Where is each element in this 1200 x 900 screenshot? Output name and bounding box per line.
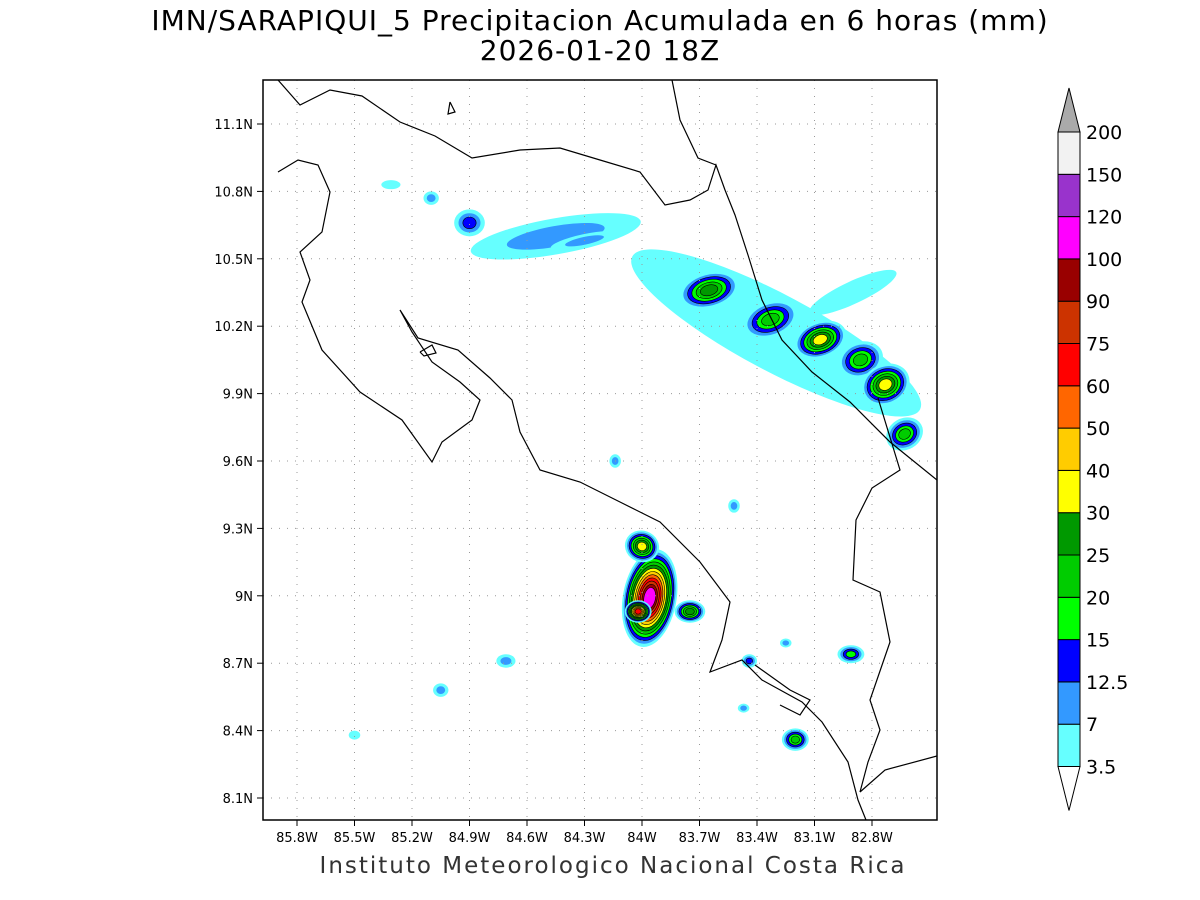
colorbar-min-arrow (1057, 766, 1081, 811)
colorbar-label-10: 75 (1086, 334, 1110, 356)
precip-cell-18-level-1 (436, 686, 446, 695)
lon-tick-label-1: 85.5W (334, 831, 376, 846)
coastline-3 (852, 397, 901, 793)
lon-tick-label-4: 84.6W (506, 831, 548, 846)
lat-tick-label-5: 9.6N (223, 455, 253, 470)
credit-text: Instituto Meteorologico Nacional Costa R… (319, 853, 907, 879)
precip-cell-6-level-6 (812, 334, 828, 346)
lat-tick-label-1: 10.8N (214, 185, 253, 200)
precip-cell-2-level-2 (462, 216, 477, 229)
coastline-4 (859, 755, 937, 793)
colorbar-box-8 (1057, 385, 1081, 429)
colorbar-label-2: 12.5 (1086, 672, 1128, 694)
lat-tick-label-10: 8.1N (223, 792, 253, 807)
colorbar-label-0: 3.5 (1086, 757, 1116, 779)
colorbar-label-12: 100 (1086, 249, 1122, 271)
colorbar-box-2 (1057, 639, 1081, 683)
lon-tick-label-6: 84W (627, 831, 657, 846)
plot-frame (262, 79, 938, 821)
precip-cell-21-level-0 (381, 180, 401, 190)
lon-tick-label-8: 83.4W (736, 831, 778, 846)
precip-cell-7-level-4 (853, 353, 868, 367)
colorbar-label-6: 30 (1086, 503, 1110, 525)
colorbar-label-11: 90 (1086, 291, 1110, 313)
coastline-2 (277, 159, 867, 820)
precip-cell-8-level-6 (878, 378, 893, 391)
lat-tick-label-3: 10.2N (214, 320, 253, 335)
lat-tick-label-2: 10.5N (214, 253, 253, 268)
colorbar-label-1: 7 (1086, 714, 1098, 736)
colorbar-label-8: 50 (1086, 418, 1110, 440)
colorbar-box-10 (1057, 300, 1081, 345)
lon-tick-label-2: 85.2W (391, 831, 433, 846)
colorbar-box-13 (1057, 173, 1081, 218)
precip-cell-22-level-1 (426, 194, 436, 203)
coastline-7 (754, 664, 811, 716)
plot-area (263, 80, 937, 820)
coastline-6 (447, 101, 456, 115)
colorbar-label-3: 15 (1086, 630, 1110, 652)
colorbar-label-4: 20 (1086, 587, 1110, 609)
map-subtitle: 2026-01-20 18Z (479, 34, 721, 67)
colorbar-box-5 (1057, 512, 1081, 556)
precip-cell-1-level-1 (506, 222, 605, 250)
lon-tick-label-5: 84.3W (564, 831, 606, 846)
lat-tick-label-7: 9N (235, 590, 253, 605)
colorbar-box-3 (1057, 596, 1081, 641)
precip-cell-25-level-1 (740, 705, 747, 711)
coastline-1 (671, 80, 717, 166)
colorbar-label-14: 150 (1086, 164, 1122, 186)
lat-tick-label-9: 8.4N (223, 725, 253, 740)
precip-cell-23-level-2 (745, 657, 753, 665)
colorbar-box-11 (1057, 258, 1081, 302)
precip-cell-24-level-1 (730, 502, 738, 510)
lon-tick-label-0: 85.8W (276, 831, 318, 846)
lon-tick-label-9: 83.1W (794, 831, 836, 846)
map-title: IMN/SARAPIQUI_5 Precipitacion Acumulada … (151, 4, 1049, 37)
colorbar-box-7 (1057, 427, 1081, 471)
colorbar-box-4 (1057, 554, 1081, 598)
colorbar-box-1 (1057, 681, 1081, 725)
precip-layer (348, 180, 923, 751)
colorbar-box-6 (1057, 469, 1081, 514)
lat-tick-label-6: 9.3N (223, 522, 253, 537)
precip-cell-26-level-1 (782, 640, 790, 646)
precip-cell-10-level-0 (809, 269, 897, 316)
precip-cell-14-level-5 (685, 607, 695, 616)
colorbar-label-5: 25 (1086, 545, 1110, 567)
precip-cell-15-level-3 (845, 650, 857, 658)
coastline-0 (277, 80, 937, 481)
colorbar-box-12 (1057, 216, 1081, 260)
lat-tick-label-0: 11.1N (214, 118, 253, 133)
precip-cell-20-level-0 (348, 730, 361, 740)
precip-cell-9-level-4 (898, 428, 911, 440)
lon-tick-label-7: 83.7W (679, 831, 721, 846)
lon-tick-label-10: 82.8W (851, 831, 893, 846)
colorbar-label-13: 120 (1086, 207, 1122, 229)
colorbar-label-7: 40 (1086, 460, 1110, 482)
precip-cell-19-level-1 (500, 657, 512, 665)
colorbar-box-14 (1057, 131, 1081, 175)
precip-cell-16-level-4 (790, 735, 800, 744)
colorbar-max-arrow (1057, 87, 1081, 133)
colorbar-label-15: 200 (1086, 122, 1122, 144)
precip-cell-4-level-5 (700, 284, 719, 297)
precip-cell-12-level-9 (634, 608, 642, 615)
colorbar-box-9 (1057, 343, 1081, 387)
lat-tick-label-4: 9.9N (223, 388, 253, 403)
coastline-5 (419, 344, 437, 357)
lat-tick-label-8: 8.7N (223, 657, 253, 672)
colorbar-box-0 (1057, 723, 1081, 768)
lon-tick-label-3: 84.9W (449, 831, 491, 846)
precip-cell-13-level-6 (637, 541, 647, 551)
colorbar-label-9: 60 (1086, 376, 1110, 398)
